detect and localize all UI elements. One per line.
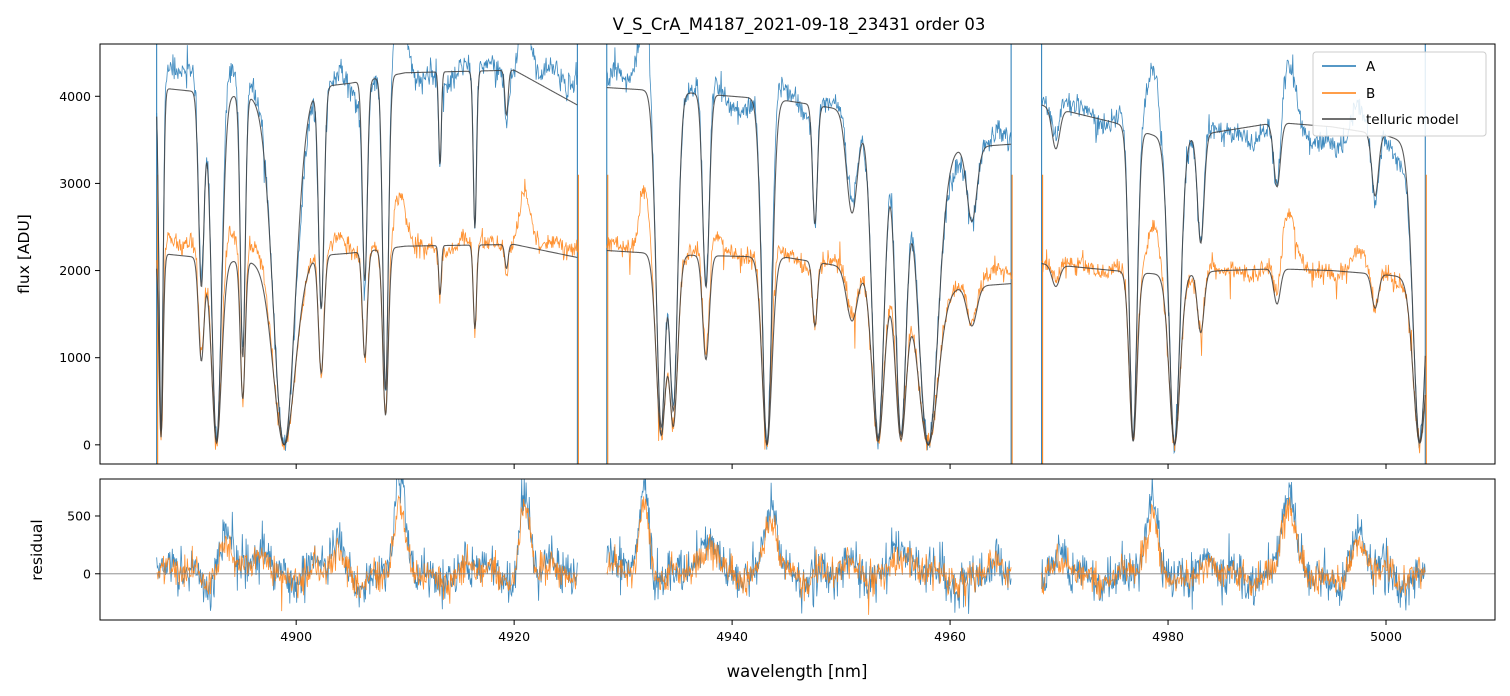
legend-label-telluric: telluric model <box>1366 112 1459 128</box>
residual-xtick-label: 4940 <box>716 629 748 644</box>
flux-ytick-label: 2000 <box>59 263 91 278</box>
residual-xtick-label: 4960 <box>934 629 966 644</box>
flux-x-ticks <box>295 464 1387 469</box>
residual-ytick-label: 0 <box>83 566 91 581</box>
residual-y-ticks: 0 500 <box>67 508 100 581</box>
residual-axes-frame <box>99 478 1496 621</box>
telluric-model-b-segment-0 <box>156 243 578 446</box>
residual-ytick-label: 500 <box>67 508 91 523</box>
residual-x-ticks: 4900 4920 4940 4960 4980 5000 <box>280 620 1402 644</box>
flux-panel: 0 1000 2000 3000 4000 flux [ADU] A B telluri… <box>15 43 1496 469</box>
telluric-model-a-segment-0 <box>156 69 578 446</box>
residual-b-segment-1 <box>606 496 1012 615</box>
residual-plot-area <box>100 479 1495 615</box>
legend-label-b: B <box>1366 86 1375 102</box>
flux-ytick-label: 0 <box>83 437 91 452</box>
residual-xtick-label: 4920 <box>498 629 530 644</box>
flux-plot-area <box>156 44 1427 464</box>
residual-ylabel: residual <box>28 519 46 580</box>
residual-xtick-label: 4900 <box>280 629 312 644</box>
flux-ylabel: flux [ADU] <box>15 214 33 294</box>
telluric-model-a-segment-1 <box>606 87 1012 446</box>
flux-ytick-label: 1000 <box>59 350 91 365</box>
legend: A B telluric model <box>1312 51 1487 137</box>
chart-title: V_S_CrA_M4187_2021-09-18_23431 order 03 <box>613 15 986 35</box>
flux-ytick-label: 4000 <box>59 89 91 104</box>
residual-b-segment-2 <box>1041 497 1426 600</box>
legend-frame <box>1312 51 1487 137</box>
residual-a-segment-0 <box>156 479 578 611</box>
flux-axes-frame <box>99 43 1496 465</box>
telluric-model-b-segment-1 <box>606 249 1012 446</box>
residual-xtick-label: 5000 <box>1370 629 1402 644</box>
legend-label-a: A <box>1366 59 1376 75</box>
xlabel: wavelength [nm] <box>727 662 868 681</box>
residual-panel: 0 500 4900 4920 4940 4960 4980 5000 residual w… <box>28 478 1496 681</box>
residual-xtick-label: 4980 <box>1152 629 1184 644</box>
residual-b-segment-0 <box>156 494 578 612</box>
series-b-segment-2 <box>1041 208 1426 454</box>
flux-y-ticks: 0 1000 2000 3000 4000 <box>59 89 100 452</box>
telluric-model-b-segment-2 <box>1041 263 1426 446</box>
residual-a-segment-2 <box>1041 479 1426 611</box>
series-a-segment-1 <box>606 44 1012 451</box>
flux-ytick-label: 3000 <box>59 176 91 191</box>
